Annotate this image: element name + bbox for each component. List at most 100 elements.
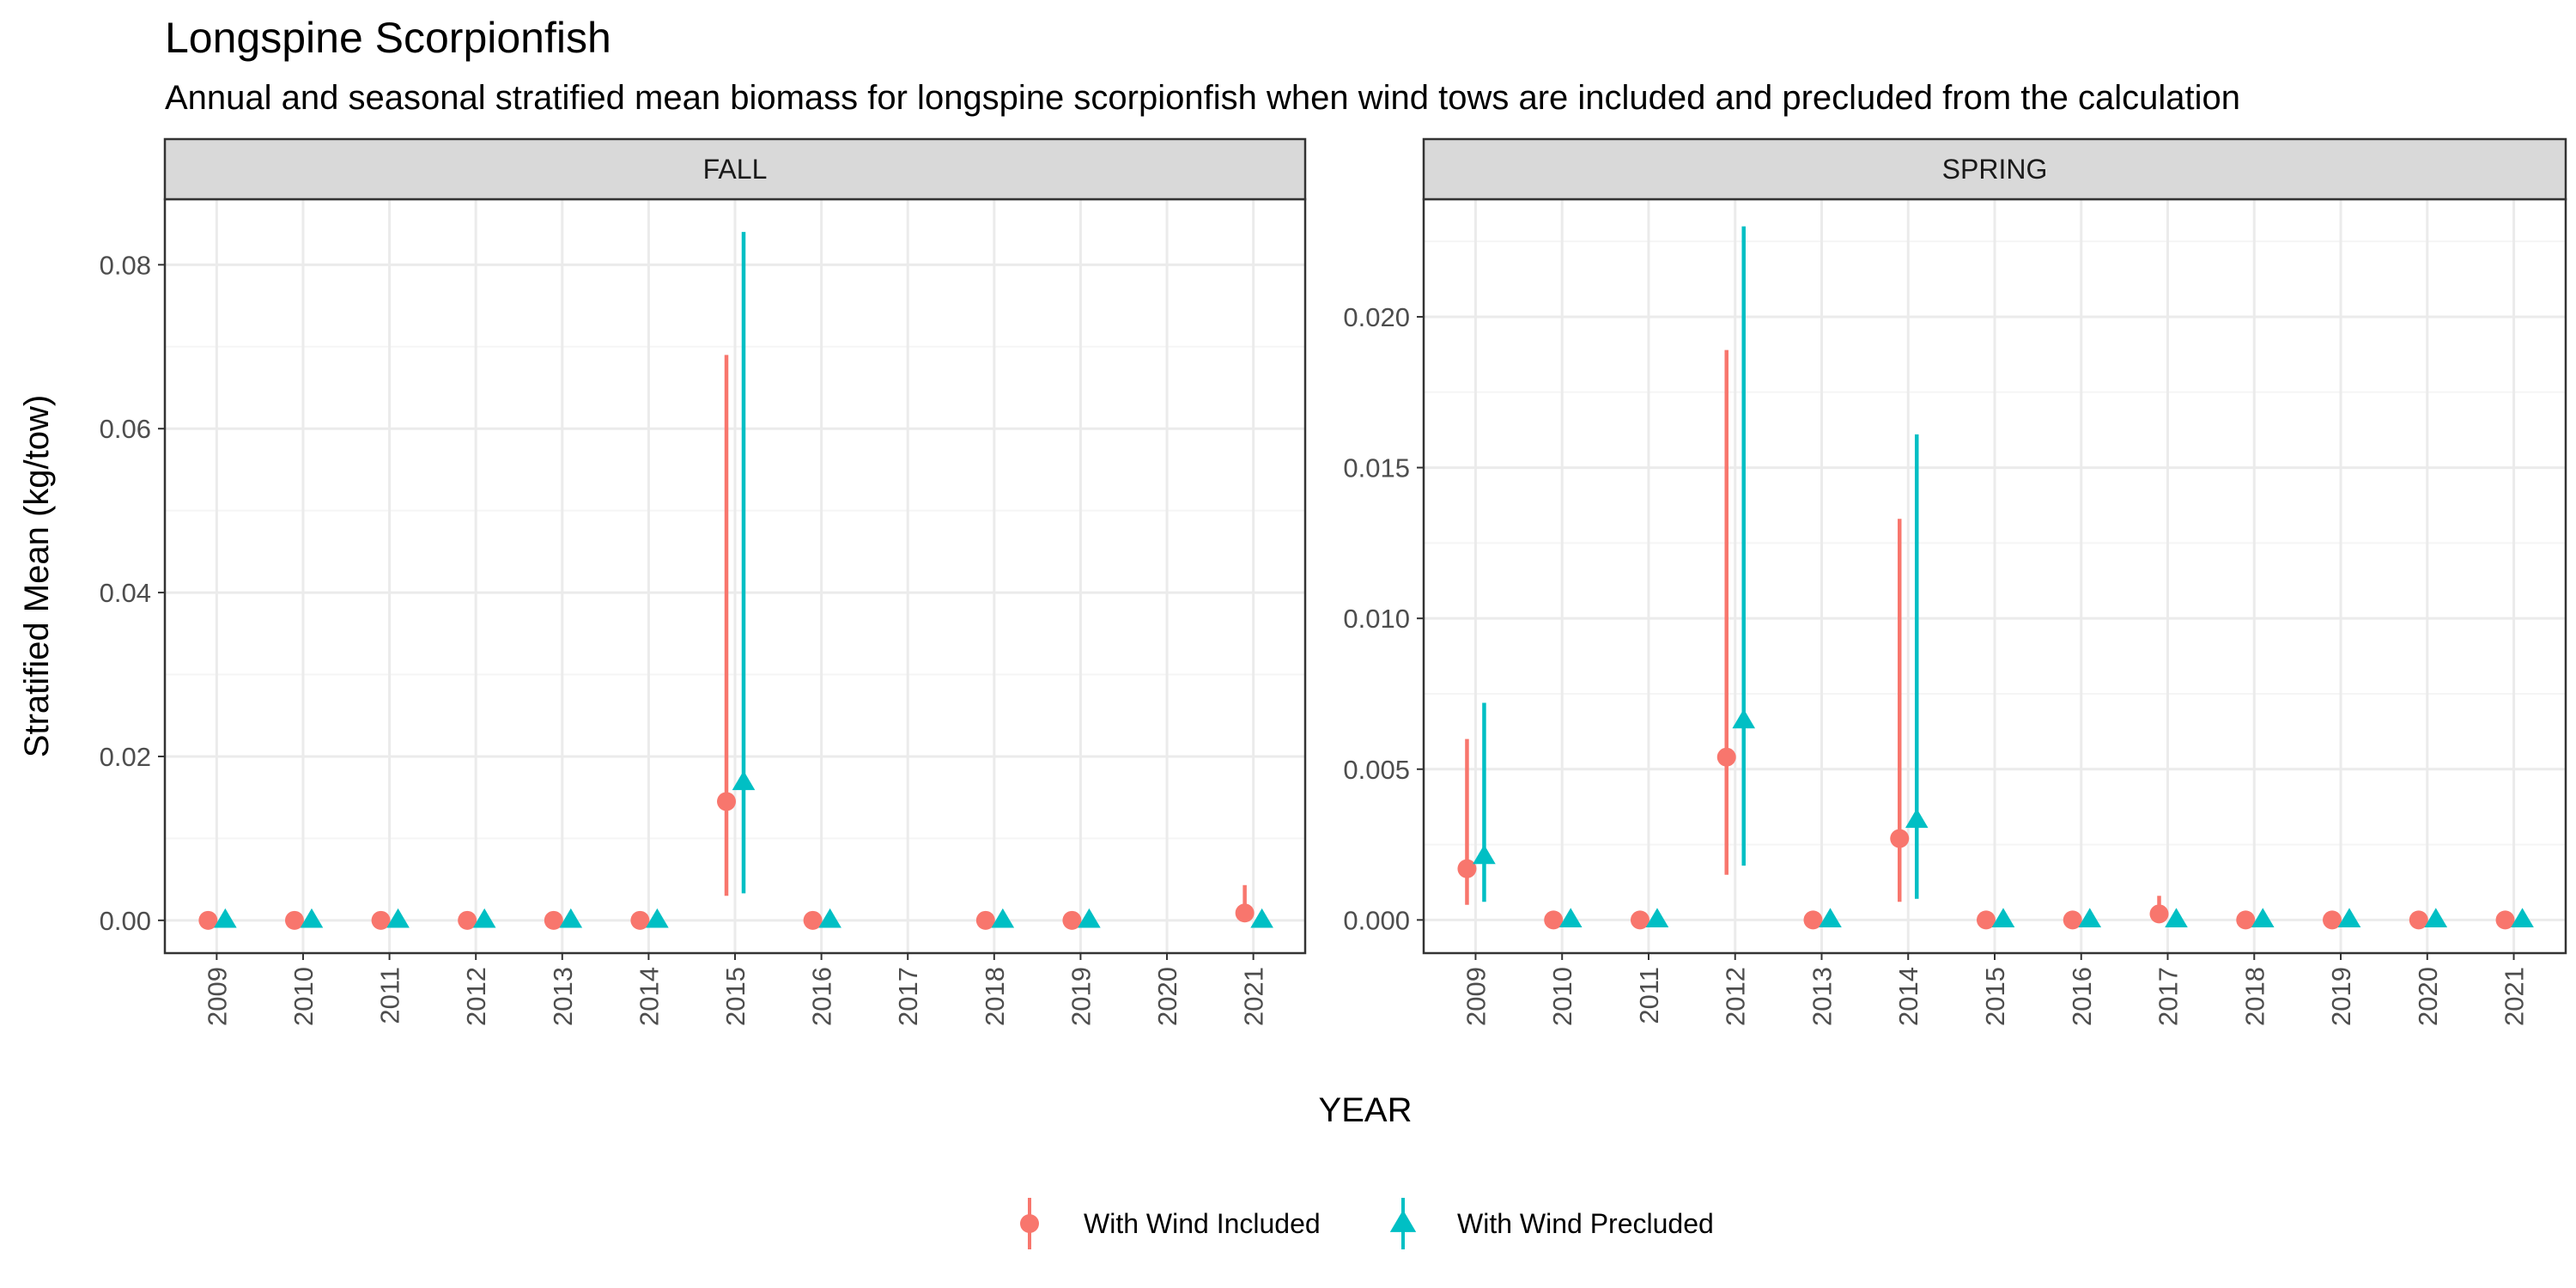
y-tick-label: 0.000 bbox=[1343, 905, 1410, 935]
data-point-included bbox=[2495, 910, 2515, 930]
data-point-precluded bbox=[1732, 708, 1756, 729]
x-tick-label: 2020 bbox=[2413, 967, 2443, 1026]
data-point-included bbox=[1890, 829, 1910, 848]
data-point-precluded bbox=[1905, 808, 1929, 829]
data-point-precluded bbox=[472, 908, 496, 928]
data-point-precluded bbox=[1078, 908, 1101, 928]
data-point-included bbox=[630, 910, 650, 930]
data-point-precluded bbox=[2078, 908, 2102, 928]
data-point-included bbox=[198, 910, 218, 930]
x-tick-label: 2010 bbox=[1547, 967, 1577, 1026]
x-tick-label: 2019 bbox=[1066, 967, 1096, 1026]
data-point-precluded bbox=[1473, 844, 1496, 865]
facet-strip bbox=[1422, 137, 2567, 201]
x-tick-label: 2015 bbox=[1980, 967, 2010, 1026]
panel-fall: 0.00 0.02 0.04 0.06 0.08 2009 2010 2011 2012 2013… bbox=[100, 137, 1307, 1026]
data-point-precluded bbox=[1250, 908, 1273, 928]
x-tick-label: 2013 bbox=[1807, 967, 1837, 1026]
data-point-included bbox=[1062, 910, 1082, 930]
chart-title: Longspine Scorpionfish bbox=[165, 14, 611, 62]
data-point-included bbox=[2323, 910, 2342, 930]
data-point-precluded bbox=[1819, 908, 1842, 928]
x-tick-label: 2019 bbox=[2326, 967, 2356, 1026]
y-tick-label: 0.06 bbox=[100, 414, 151, 444]
data-point-included bbox=[975, 910, 995, 930]
data-point-included bbox=[544, 910, 563, 930]
x-tick-label: 2017 bbox=[2154, 967, 2184, 1026]
data-point-precluded bbox=[1645, 908, 1669, 928]
x-tick-label: 2011 bbox=[1634, 967, 1664, 1024]
x-tick-label: 2009 bbox=[202, 967, 232, 1026]
data-point-precluded bbox=[2511, 908, 2534, 928]
data-point-precluded bbox=[2337, 908, 2361, 928]
data-point-precluded bbox=[2251, 908, 2275, 928]
legend-key-triangle bbox=[1389, 1210, 1417, 1232]
x-tick-label: 2011 bbox=[375, 967, 405, 1024]
legend-label-precluded: With Wind Precluded bbox=[1457, 1208, 1714, 1239]
data-point-precluded bbox=[386, 908, 410, 928]
x-tick-label: 2021 bbox=[2500, 967, 2530, 1026]
x-tick-label: 2014 bbox=[634, 967, 664, 1026]
legend-key-circle bbox=[1020, 1214, 1039, 1233]
x-tick-label: 2012 bbox=[1721, 967, 1751, 1026]
data-point-included bbox=[1630, 910, 1649, 930]
data-point-included bbox=[2409, 910, 2428, 930]
x-axis-title: YEAR bbox=[1319, 1091, 1413, 1129]
data-point-precluded bbox=[991, 908, 1015, 928]
legend-label-included: With Wind Included bbox=[1084, 1208, 1321, 1239]
legend: With Wind Included With Wind Precluded bbox=[1020, 1198, 1714, 1249]
data-point-precluded bbox=[300, 908, 324, 928]
panel-spring: 0.000 0.005 0.010 0.015 0.020 2009 2010 2011 201… bbox=[1343, 137, 2567, 1026]
x-tick-label: 2014 bbox=[1893, 967, 1923, 1026]
x-tick-label: 2018 bbox=[980, 967, 1010, 1026]
x-tick-label: 2012 bbox=[461, 967, 491, 1026]
data-point-included bbox=[1716, 747, 1736, 767]
x-tick-label: 2020 bbox=[1152, 967, 1182, 1026]
y-tick-label: 0.020 bbox=[1343, 302, 1410, 332]
x-tick-label: 2010 bbox=[289, 967, 319, 1026]
data-point-precluded bbox=[214, 908, 237, 928]
data-point-included bbox=[717, 792, 736, 811]
y-tick-label: 0.005 bbox=[1343, 755, 1410, 785]
y-axis-title: Stratified Mean (kg/tow) bbox=[18, 395, 56, 757]
data-point-precluded bbox=[2424, 908, 2448, 928]
data-point-precluded bbox=[2165, 908, 2188, 928]
y-tick-label: 0.010 bbox=[1343, 604, 1410, 634]
data-point-precluded bbox=[1991, 908, 2015, 928]
data-point-included bbox=[371, 910, 391, 930]
data-point-included bbox=[1977, 910, 1996, 930]
x-tick-label: 2015 bbox=[720, 967, 750, 1026]
data-point-included bbox=[458, 910, 477, 930]
data-point-included bbox=[1235, 903, 1255, 923]
data-point-precluded bbox=[646, 908, 669, 928]
x-tick-label: 2021 bbox=[1239, 967, 1269, 1026]
y-tick-label: 0.015 bbox=[1343, 453, 1410, 483]
x-tick-label: 2009 bbox=[1461, 967, 1491, 1026]
data-point-included bbox=[1544, 910, 1564, 930]
data-point-precluded bbox=[818, 908, 841, 928]
data-point-included bbox=[284, 910, 304, 930]
x-tick-label: 2016 bbox=[2067, 967, 2097, 1026]
data-point-included bbox=[2149, 904, 2169, 924]
data-point-precluded bbox=[1558, 908, 1583, 928]
x-tick-label: 2013 bbox=[548, 967, 578, 1026]
facet-strip-label: FALL bbox=[703, 154, 768, 185]
x-tick-label: 2018 bbox=[2239, 967, 2269, 1026]
x-tick-label: 2016 bbox=[807, 967, 837, 1026]
y-tick-label: 0.04 bbox=[100, 578, 151, 608]
data-point-included bbox=[2236, 910, 2256, 930]
y-tick-label: 0.00 bbox=[100, 906, 151, 936]
chart-subtitle: Annual and seasonal stratified mean biom… bbox=[165, 79, 2240, 117]
data-point-included bbox=[1803, 910, 1823, 930]
y-tick-label: 0.08 bbox=[100, 250, 151, 280]
data-point-included bbox=[1457, 859, 1477, 878]
facet-strip-label: SPRING bbox=[1942, 154, 2048, 185]
data-point-included bbox=[2063, 910, 2082, 930]
data-point-included bbox=[803, 910, 823, 930]
data-point-precluded bbox=[732, 770, 756, 791]
y-tick-label: 0.02 bbox=[100, 742, 151, 772]
facet-strip bbox=[163, 137, 1307, 201]
data-point-precluded bbox=[559, 908, 583, 928]
x-tick-label: 2017 bbox=[893, 967, 923, 1026]
